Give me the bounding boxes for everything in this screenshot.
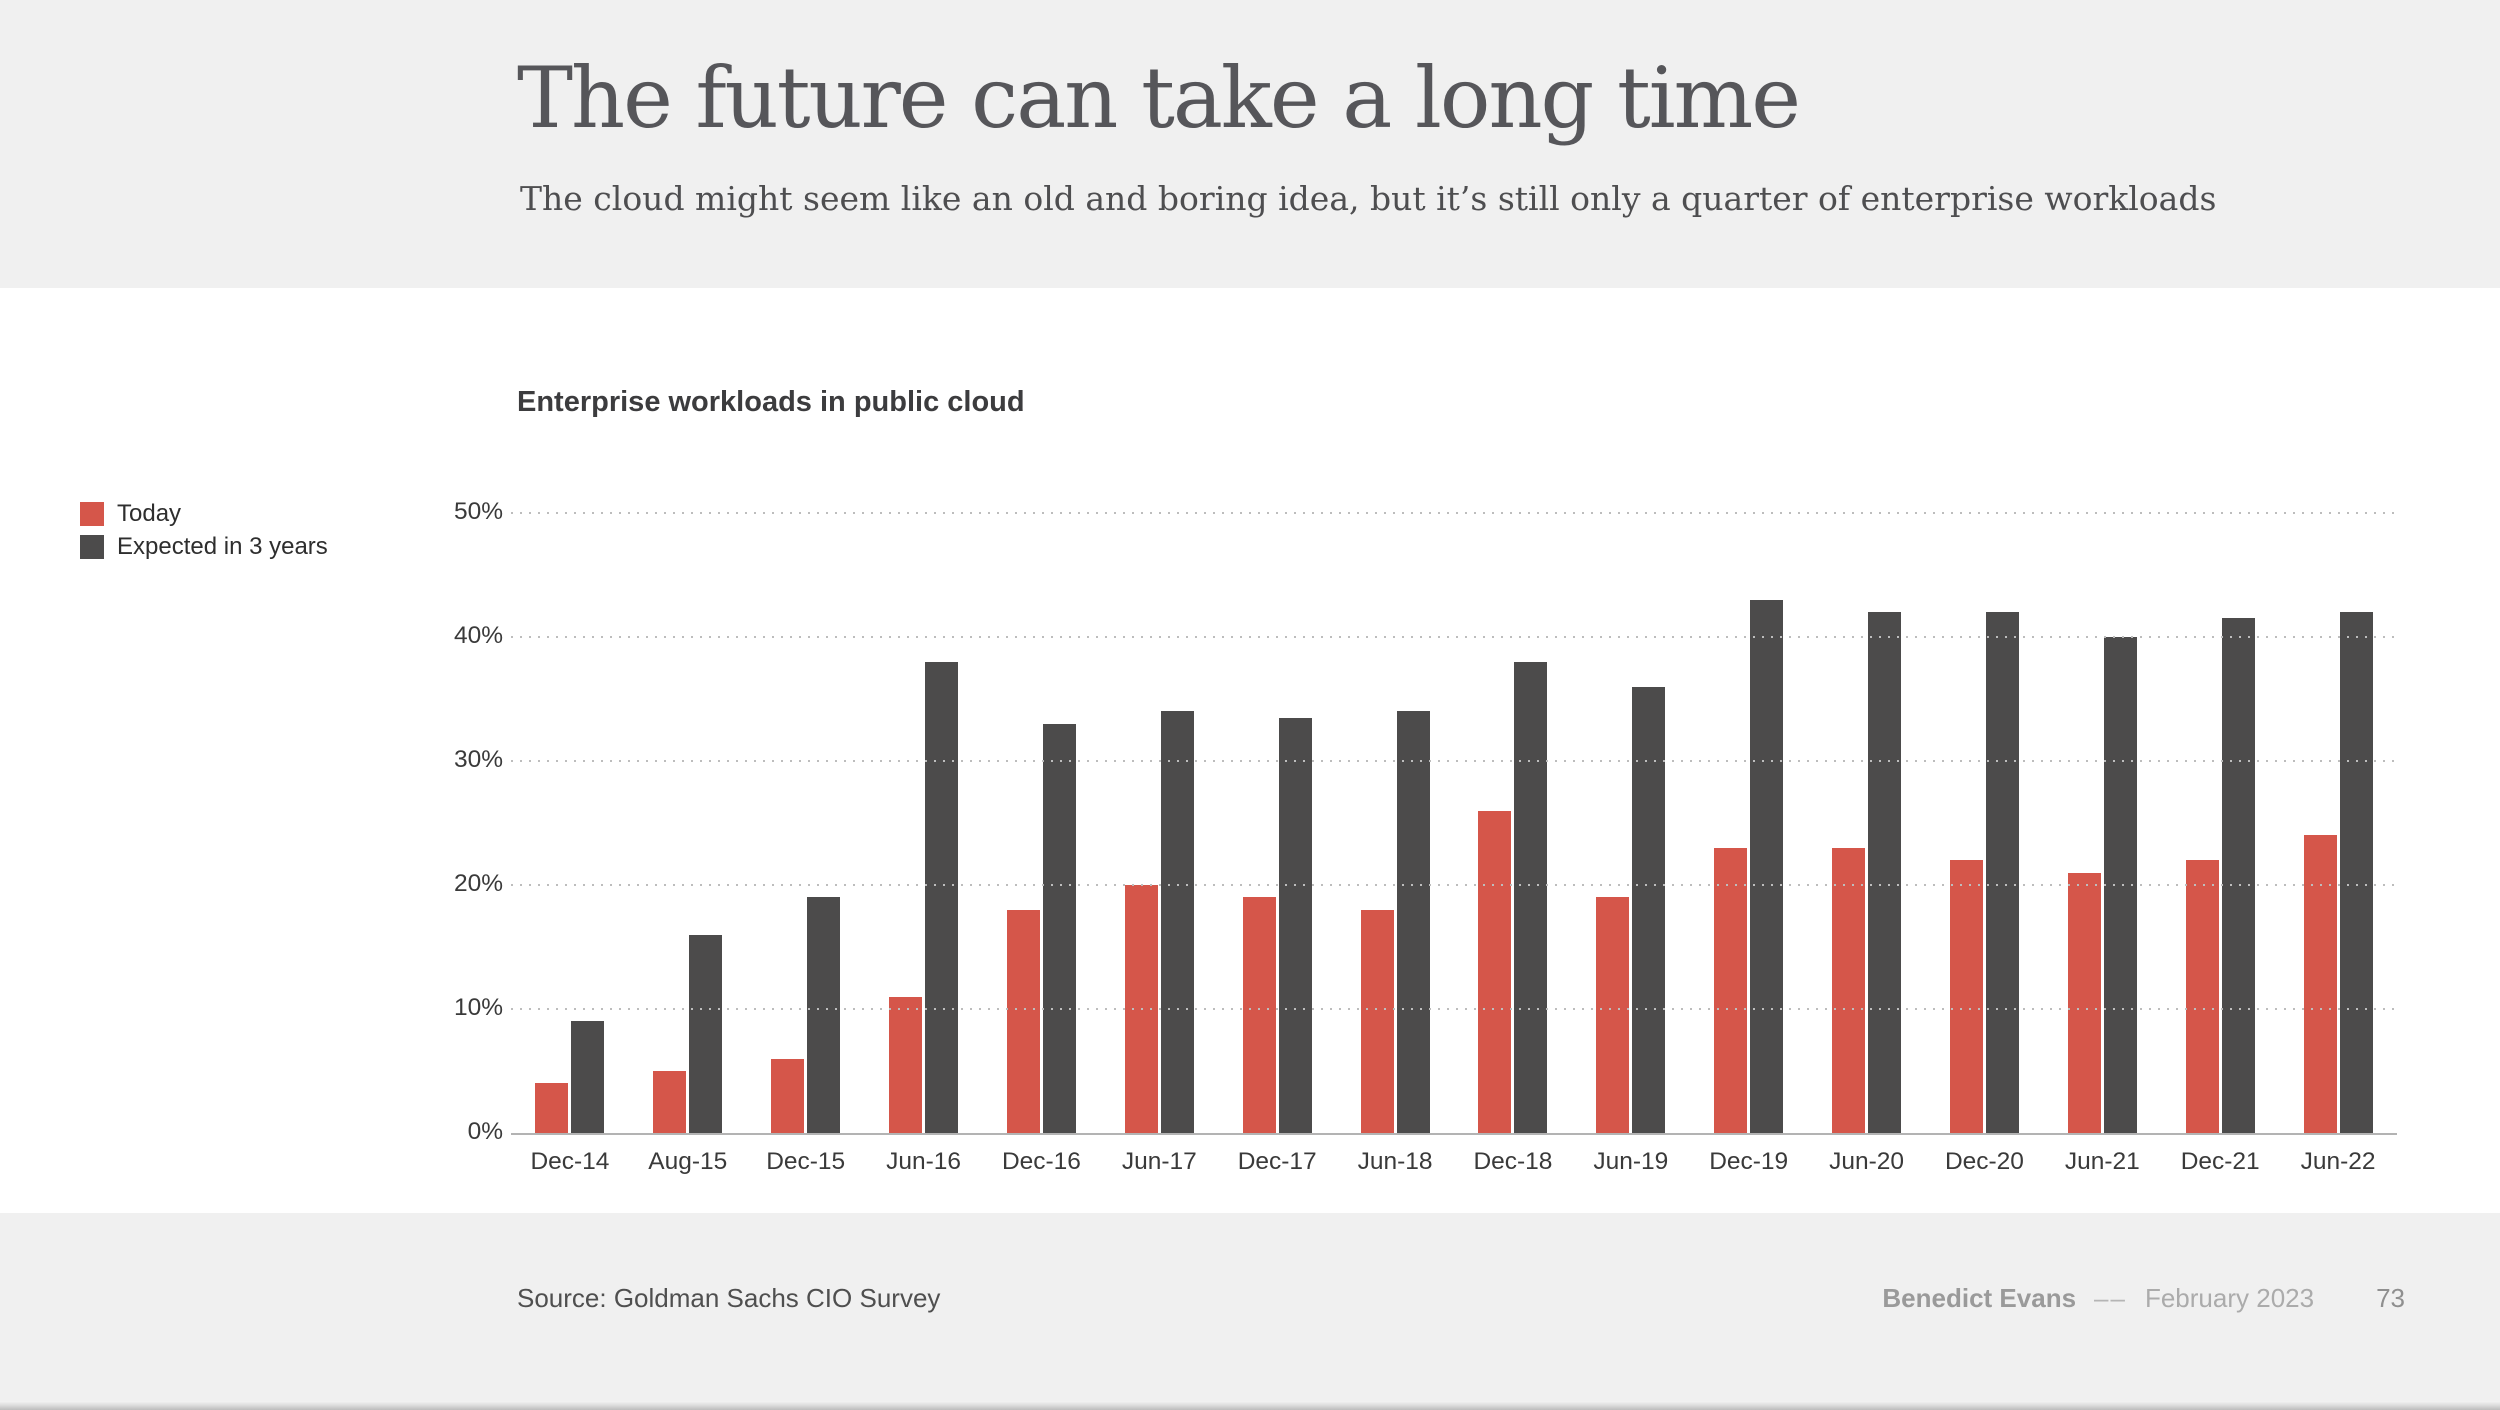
gridline-50 [511, 512, 2397, 514]
plot-area [511, 512, 2397, 1135]
bar-group [2279, 513, 2397, 1133]
bar-today [1596, 897, 1630, 1133]
page-subtitle: The cloud might seem like an old and bor… [520, 179, 2217, 218]
gridline-10 [511, 1008, 2397, 1010]
gridline-30 [511, 760, 2397, 762]
y-tick-label: 50% [453, 498, 503, 525]
bar-group [1926, 513, 2044, 1133]
bar-today [771, 1058, 805, 1133]
bar-group [1690, 513, 1808, 1133]
bar-expected [1396, 711, 1430, 1133]
y-tick-label: 0% [467, 1118, 503, 1145]
page-number: 73 [2376, 1283, 2405, 1313]
bar-group [1218, 513, 1336, 1133]
bar-group [1808, 513, 1926, 1133]
bar-group [629, 513, 747, 1133]
bar-group [2043, 513, 2161, 1133]
bar-expected [1160, 711, 1194, 1133]
credit-line: Benedict Evans –– February 2023 73 [1882, 1283, 2405, 1314]
bar-today [2303, 835, 2337, 1133]
x-tick-label: Dec-19 [1709, 1148, 1789, 1175]
bar-group [1572, 513, 1690, 1133]
source-note: Source: Goldman Sachs CIO Survey [517, 1283, 941, 1313]
chart-legend: Today Expected in 3 years [80, 500, 328, 567]
header-band: The future can take a long time The clou… [0, 0, 2500, 288]
legend-label-today: Today [117, 500, 182, 527]
legend-swatch-today [80, 502, 104, 526]
x-tick-label: Jun-18 [1357, 1148, 1433, 1175]
author-name: Benedict Evans [1882, 1283, 2077, 1313]
bar-today [2067, 872, 2101, 1133]
footer-band: Source: Goldman Sachs CIO Survey Benedic… [0, 1213, 2500, 1410]
bar-expected [571, 1021, 605, 1133]
gridline-40 [511, 636, 2397, 638]
chart-title: Enterprise workloads in public cloud [517, 386, 1025, 418]
bar-expected [689, 934, 723, 1133]
bar-today [1949, 860, 1983, 1133]
x-tick-label: Dec-20 [1944, 1148, 2024, 1175]
bar-today [535, 1083, 569, 1133]
x-tick-label: Dec-14 [530, 1148, 610, 1175]
bar-today [2185, 860, 2219, 1133]
page-title: The future can take a long time [517, 49, 1801, 147]
bar-group [983, 513, 1101, 1133]
y-axis-labels: 0% 10% 20% 30% 40% 50% [330, 498, 503, 1145]
bar-group [2161, 513, 2279, 1133]
bar-group [1336, 513, 1454, 1133]
bar-expected [1632, 686, 1666, 1133]
x-tick-label: Jun-20 [1829, 1148, 1905, 1175]
y-tick-label: 10% [453, 994, 503, 1021]
x-tick-label: Dec-17 [1237, 1148, 1317, 1175]
bar-expected [1868, 612, 1902, 1133]
x-tick-label: Jun-21 [2064, 1148, 2140, 1175]
bar-expected [1042, 723, 1076, 1133]
y-tick-label: 30% [453, 746, 503, 773]
credit-separator: –– [2094, 1283, 2127, 1313]
bar-expected [807, 897, 841, 1133]
x-tick-label: Jun-16 [886, 1148, 962, 1175]
bar-today [1360, 909, 1394, 1133]
legend-swatch-expected [80, 535, 104, 559]
bar-expected [925, 661, 959, 1133]
bar-today [1832, 847, 1866, 1133]
bar-expected [1278, 717, 1312, 1133]
bar-expected [1750, 599, 1784, 1133]
bar-today [653, 1071, 687, 1133]
x-tick-label: Dec-21 [2180, 1148, 2260, 1175]
legend-item-expected: Expected in 3 years [80, 533, 328, 560]
y-tick-label: 40% [453, 622, 503, 649]
bar-expected [2339, 612, 2373, 1133]
bar-expected [1985, 612, 2019, 1133]
credit-date: February 2023 [2144, 1283, 2315, 1313]
bar-expected [2221, 618, 2255, 1133]
x-axis-labels: Dec-14 Aug-15 Dec-15 Jun-16 Dec-16 Jun-17 Dec-… [511, 1148, 2397, 1176]
bar-group [1100, 513, 1218, 1133]
legend-item-today: Today [80, 500, 328, 527]
x-tick-label: Jun-19 [1593, 1148, 1669, 1175]
x-tick-label: Jun-22 [2300, 1148, 2376, 1175]
legend-label-expected: Expected in 3 years [117, 533, 328, 560]
bar-today [889, 996, 923, 1133]
x-tick-label: Dec-15 [766, 1148, 846, 1175]
bar-today [1714, 847, 1748, 1133]
x-tick-label: Aug-15 [648, 1148, 728, 1175]
x-tick-label: Jun-17 [1121, 1148, 1197, 1175]
bar-group [511, 513, 629, 1133]
bar-series-container [511, 513, 2397, 1133]
bar-today [1242, 897, 1276, 1133]
gridline-20 [511, 884, 2397, 886]
bar-expected [1514, 661, 1548, 1133]
y-tick-label: 20% [453, 870, 503, 897]
window-bottom-edge [0, 1401, 2500, 1410]
x-tick-label: Dec-18 [1473, 1148, 1553, 1175]
bar-today [1478, 810, 1512, 1133]
bar-today [1006, 909, 1040, 1133]
bar-group [1454, 513, 1572, 1133]
bar-group [747, 513, 865, 1133]
x-tick-label: Dec-16 [1001, 1148, 1081, 1175]
bar-group [865, 513, 983, 1133]
